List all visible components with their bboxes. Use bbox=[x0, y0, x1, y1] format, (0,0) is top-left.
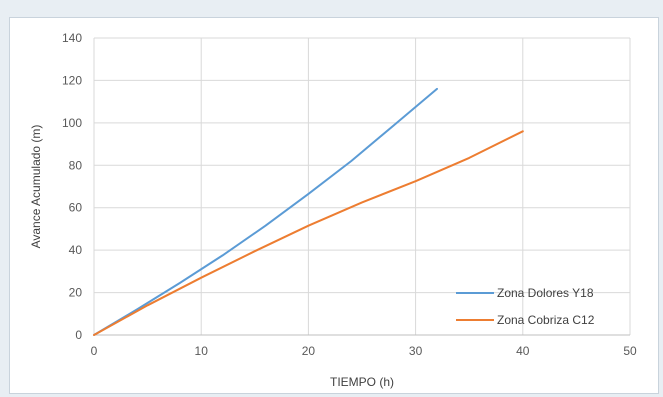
legend-label-zona-cobriza: Zona Cobriza C12 bbox=[497, 313, 595, 327]
y-tick-label: 80 bbox=[69, 158, 83, 172]
gridlines bbox=[94, 37, 631, 335]
legend: Zona Dolores Y18 Zona Cobriza C12 bbox=[456, 286, 595, 327]
tick-labels: 0 20 40 60 80 100 120 140 0 10 20 30 40 50 bbox=[62, 31, 637, 358]
series-lines bbox=[93, 87, 524, 336]
line-chart: 0 20 40 60 80 100 120 140 0 10 20 30 40 50 TIEMPO (h)… bbox=[29, 31, 637, 389]
y-tick-label: 60 bbox=[69, 201, 83, 215]
x-tick-label: 20 bbox=[302, 344, 316, 358]
y-tick-label: 100 bbox=[62, 116, 82, 130]
x-tick-label: 50 bbox=[623, 344, 637, 358]
y-tick-label: 120 bbox=[62, 73, 82, 87]
x-tick-label: 40 bbox=[516, 344, 530, 358]
x-axis-title: TIEMPO (h) bbox=[330, 375, 394, 389]
x-tick-label: 30 bbox=[409, 344, 423, 358]
chart-frame: 0 20 40 60 80 100 120 140 0 10 20 30 40 50 TIEMPO (h)… bbox=[9, 17, 659, 394]
y-tick-label: 140 bbox=[62, 31, 82, 45]
axes bbox=[93, 38, 630, 336]
legend-label-zona-dolores: Zona Dolores Y18 bbox=[497, 286, 594, 300]
x-tick-label: 10 bbox=[195, 344, 209, 358]
series-line-1 bbox=[93, 130, 524, 336]
y-tick-label: 0 bbox=[75, 328, 82, 342]
y-tick-label: 20 bbox=[69, 286, 83, 300]
y-axis-title: Avance Acumulado (m) bbox=[29, 125, 43, 249]
y-tick-label: 40 bbox=[69, 243, 83, 257]
x-tick-label: 0 bbox=[91, 344, 98, 358]
series-line-0 bbox=[93, 87, 438, 336]
